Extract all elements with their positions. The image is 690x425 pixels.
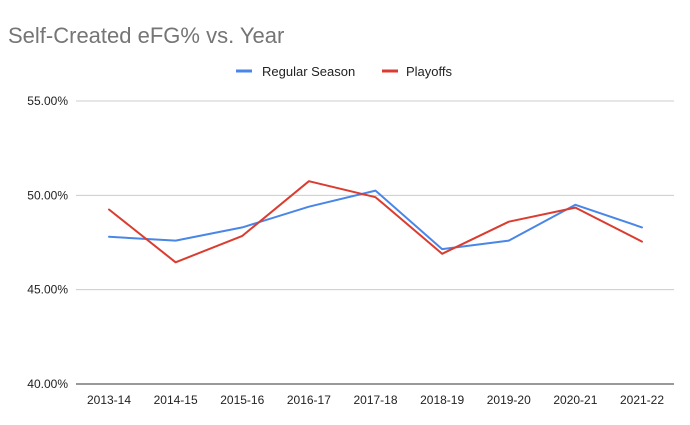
y-tick-label: 55.00% (27, 94, 68, 108)
legend-label: Playoffs (406, 64, 453, 79)
x-tick-label: 2015-16 (220, 393, 264, 407)
series-group (108, 180, 643, 264)
chart-title: Self-Created eFG% vs. Year (8, 23, 284, 48)
grid-lines (76, 100, 674, 385)
y-tick-label: 45.00% (27, 283, 68, 297)
legend: Regular Season Playoffs (236, 64, 453, 79)
x-tick-label: 2018-19 (420, 393, 464, 407)
x-tick-label: 2016-17 (287, 393, 331, 407)
y-tick-label: 40.00% (27, 377, 68, 391)
series-line-playoffs (108, 180, 643, 264)
x-tick-label: 2020-21 (553, 393, 597, 407)
x-tick-label: 2014-15 (154, 393, 198, 407)
x-tick-label: 2021-22 (620, 393, 664, 407)
x-tick-label: 2013-14 (87, 393, 131, 407)
legend-label: Regular Season (262, 64, 355, 79)
y-tick-label: 50.00% (27, 188, 68, 202)
y-axis-ticks: 40.00% 45.00% 50.00% 55.00% (27, 94, 68, 391)
series-line-regular-season (108, 189, 643, 251)
x-tick-label: 2019-20 (487, 393, 531, 407)
x-tick-label: 2017-18 (353, 393, 397, 407)
x-axis-ticks: 2013-14 2014-15 2015-16 2016-17 2017-18 2018-… (87, 393, 664, 407)
